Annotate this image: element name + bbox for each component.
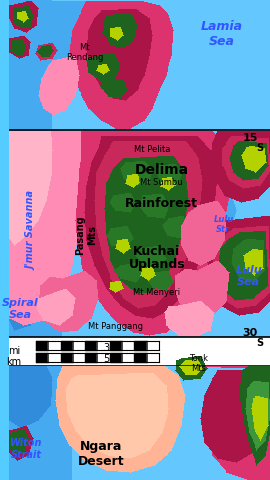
Text: Delima: Delima: [135, 163, 189, 177]
Text: Uplands: Uplands: [129, 258, 185, 271]
Text: Mt Sumbu: Mt Sumbu: [140, 178, 183, 187]
Text: 15: 15: [243, 133, 258, 143]
Text: J'mur Savanna: J'mur Savanna: [26, 191, 36, 270]
Text: Pasang
Mts: Pasang Mts: [76, 215, 97, 255]
Text: 300: 300: [103, 343, 122, 353]
Text: Mt Pelita: Mt Pelita: [134, 145, 170, 154]
Text: Witon
Strait: Witon Strait: [10, 438, 43, 460]
Text: Tonk
Mts: Tonk Mts: [189, 354, 208, 373]
Text: Spiral
Sea: Spiral Sea: [2, 298, 39, 320]
Text: Lulu
Sea: Lulu Sea: [235, 265, 262, 287]
Text: Rainforest: Rainforest: [125, 197, 198, 210]
Text: 30: 30: [242, 328, 257, 338]
Text: S: S: [256, 143, 263, 153]
Text: Lamia
Sea: Lamia Sea: [201, 20, 243, 48]
Text: mi: mi: [8, 346, 20, 356]
Text: Mt Panggang: Mt Panggang: [88, 322, 143, 331]
Text: S: S: [256, 338, 263, 348]
Text: Mt
Rendang: Mt Rendang: [66, 43, 103, 62]
Text: 500: 500: [103, 354, 122, 364]
Text: km: km: [6, 357, 22, 367]
Text: Ngara
Desert: Ngara Desert: [77, 440, 124, 468]
Text: Kuchai: Kuchai: [133, 245, 181, 258]
Text: Mt Menyeri: Mt Menyeri: [133, 288, 181, 297]
Text: Lulu
Str.: Lulu Str.: [214, 215, 234, 234]
